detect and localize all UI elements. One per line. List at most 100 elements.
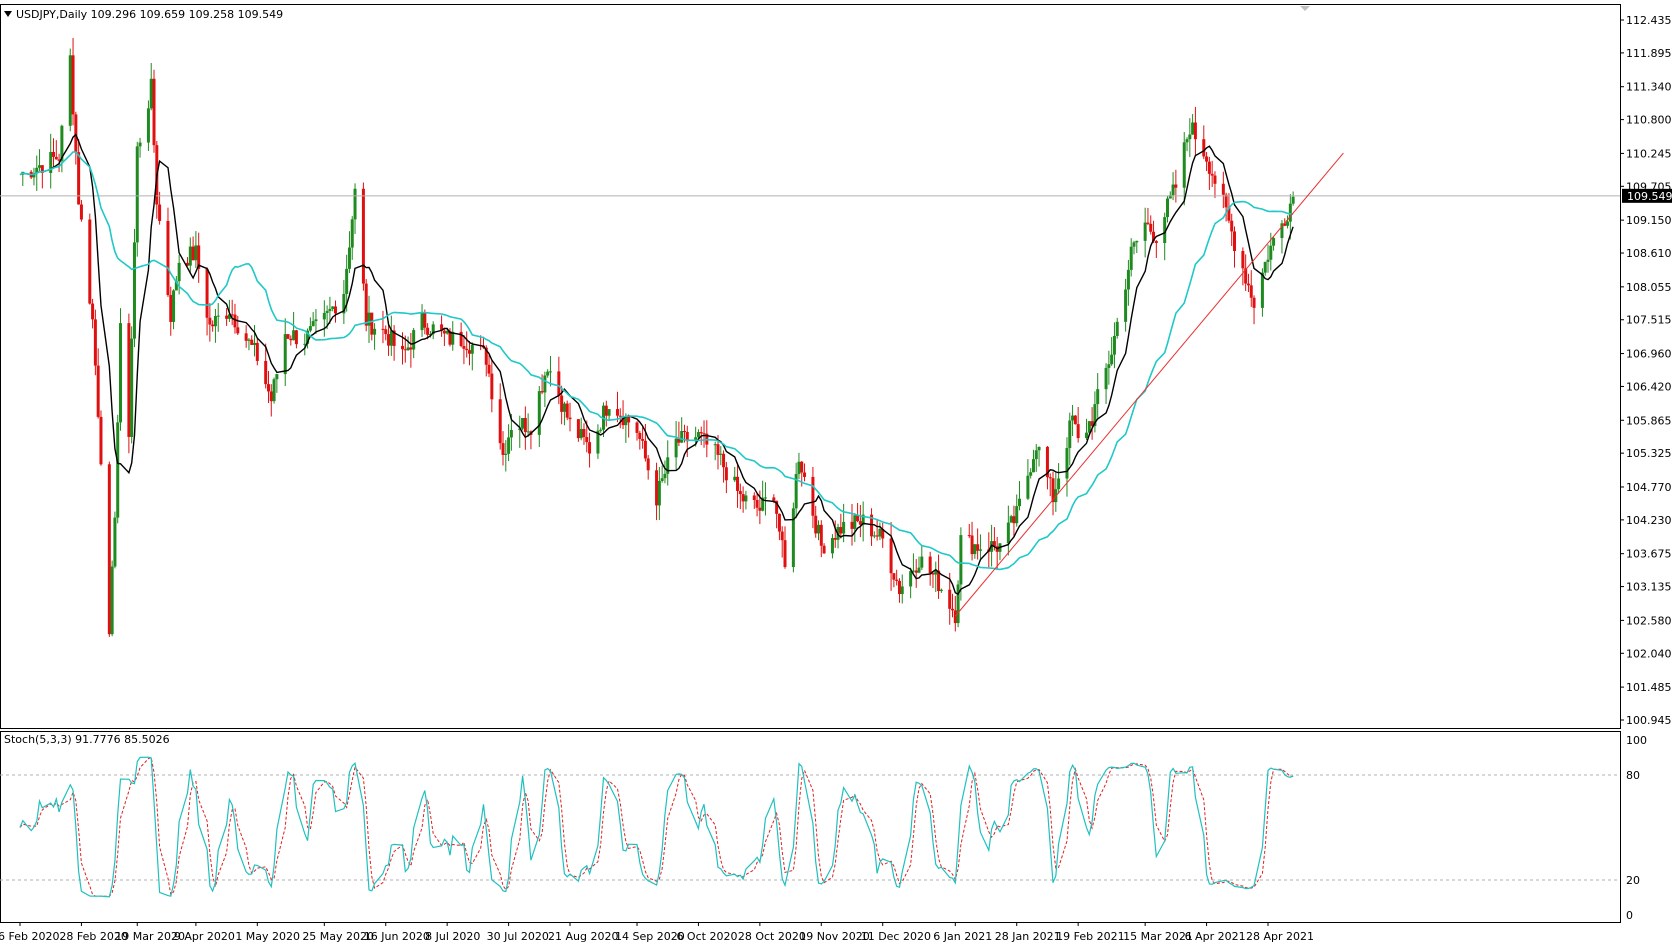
time-tick-label: 28 Feb 2020	[59, 930, 127, 943]
candle-body	[208, 317, 212, 325]
time-tick-label: 21 Aug 2020	[548, 930, 618, 943]
candle-body	[230, 314, 234, 316]
candle-body	[657, 480, 661, 506]
candle-body	[1286, 221, 1290, 226]
candle-body	[370, 312, 374, 335]
candle-body	[462, 345, 466, 349]
stoch-pane[interactable]	[0, 731, 1621, 923]
candle-body	[169, 295, 173, 322]
candle-body	[1006, 522, 1010, 544]
candle-body	[1034, 450, 1038, 460]
candle-body	[733, 476, 737, 481]
candle-body	[487, 364, 491, 374]
candle-body	[468, 350, 472, 354]
candle-body	[188, 246, 192, 266]
candle-body	[744, 495, 748, 502]
candle-body	[833, 537, 837, 540]
candle-body	[738, 490, 742, 495]
candle-body	[286, 334, 290, 339]
candle-body	[1210, 173, 1214, 176]
candle-body	[484, 347, 488, 365]
price-tick-label: 101.485	[1626, 681, 1672, 694]
candle-body	[158, 204, 162, 221]
symbol-header: USDJPY,Daily 109.296 109.659 109.258 109…	[16, 8, 283, 21]
candle-body	[428, 334, 432, 336]
candle-body	[579, 428, 583, 439]
candle-body	[752, 495, 756, 501]
candle-body	[526, 431, 530, 433]
candle-body	[1051, 478, 1055, 503]
price-tick-label: 106.960	[1626, 348, 1672, 361]
candle-body	[448, 331, 452, 345]
candle-body	[624, 415, 628, 426]
candle-body	[213, 316, 217, 327]
candle-body	[895, 579, 899, 581]
candle-body	[174, 281, 178, 291]
candle-body	[858, 521, 862, 525]
price-pane[interactable]	[0, 4, 1621, 729]
candle-body	[724, 467, 728, 481]
dropdown-triangle-icon[interactable]	[4, 11, 12, 17]
candle-body	[814, 515, 818, 534]
candle-body	[1165, 198, 1169, 218]
candle-body	[582, 428, 586, 438]
candle-body	[1249, 285, 1253, 298]
candle-body	[992, 541, 996, 547]
candle-body	[264, 360, 268, 385]
candle-body	[953, 610, 957, 624]
candle-body	[146, 108, 150, 143]
candle-body	[107, 464, 111, 635]
candle-body	[758, 507, 762, 511]
time-tick-label: 8 Jul 2020	[425, 930, 480, 943]
candle-body	[956, 584, 960, 624]
candle-body	[674, 438, 678, 458]
candle-body	[244, 333, 248, 341]
candle-body	[1012, 516, 1016, 524]
candle-body	[889, 538, 893, 574]
time-tick-label: 14 Sep 2020	[615, 930, 685, 943]
time-tick-label: 19 Mar 2020	[115, 930, 185, 943]
candle-body	[967, 535, 971, 537]
trendline[interactable]	[954, 152, 1344, 617]
candle-body	[191, 246, 195, 261]
candle-body	[333, 306, 337, 314]
candle-body	[803, 472, 807, 477]
time-tick-label: 6 Apr 2021	[1185, 930, 1246, 943]
price-axis: 112.435111.895111.340110.800110.245109.7…	[1620, 14, 1672, 727]
price-tick-label: 102.580	[1626, 614, 1672, 627]
candle-body	[91, 303, 95, 320]
ma-fast-line	[19, 133, 1294, 596]
time-tick-label: 1 May 2020	[235, 930, 300, 943]
candle-body	[331, 306, 335, 309]
candle-body	[1241, 250, 1245, 269]
candle-body	[99, 416, 103, 465]
candle-body	[970, 535, 974, 555]
candle-body	[937, 570, 941, 592]
candle-body	[914, 570, 918, 573]
candle-body	[719, 453, 723, 455]
candle-body	[501, 443, 505, 455]
candle-body	[149, 78, 153, 109]
price-tick-label: 108.610	[1626, 247, 1672, 260]
candle-body	[459, 331, 463, 346]
candle-body	[618, 415, 622, 417]
candle-body	[509, 429, 513, 438]
candle-body	[911, 570, 915, 572]
candle-body	[272, 379, 276, 402]
candle-body	[1135, 240, 1139, 243]
candle-body	[269, 391, 273, 402]
time-tick-label: 28 Oct 2020	[738, 930, 806, 943]
candle-body	[233, 314, 237, 328]
candle-body	[504, 453, 508, 455]
candle-body	[1112, 335, 1116, 355]
candle-body	[1096, 389, 1100, 405]
candle-body	[381, 328, 385, 330]
candle-body	[646, 458, 650, 471]
candle-body	[1288, 203, 1292, 222]
chart-shift-marker-icon[interactable]	[1300, 6, 1310, 11]
candle-body	[1227, 207, 1231, 221]
candle-body	[1057, 478, 1061, 490]
candle-body	[350, 219, 354, 248]
price-tick-label: 110.245	[1626, 147, 1672, 160]
